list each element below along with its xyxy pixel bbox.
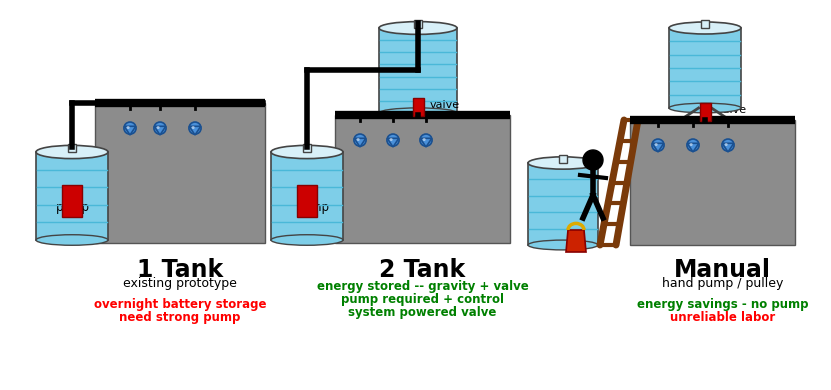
Ellipse shape — [379, 21, 457, 34]
Circle shape — [387, 134, 399, 146]
Polygon shape — [722, 143, 734, 152]
Bar — [412, 98, 424, 116]
Ellipse shape — [271, 145, 343, 159]
Text: Manual: Manual — [674, 258, 771, 282]
Circle shape — [583, 150, 603, 170]
Text: overnight battery storage: overnight battery storage — [94, 298, 266, 311]
Circle shape — [687, 139, 699, 151]
Circle shape — [157, 126, 160, 129]
Text: hand pump / pulley: hand pump / pulley — [661, 277, 783, 290]
Polygon shape — [420, 138, 432, 147]
Bar — [701, 20, 709, 28]
Polygon shape — [155, 126, 165, 135]
Ellipse shape — [528, 157, 598, 169]
Circle shape — [354, 134, 366, 146]
Text: 1 Tank: 1 Tank — [137, 258, 224, 282]
Text: valve: valve — [430, 100, 460, 110]
Circle shape — [725, 143, 728, 146]
Ellipse shape — [528, 240, 598, 250]
Polygon shape — [189, 126, 201, 135]
Text: existing prototype: existing prototype — [123, 277, 237, 290]
Bar — [414, 20, 422, 28]
Bar — [669, 28, 741, 108]
Polygon shape — [566, 230, 586, 252]
Bar — [68, 144, 76, 152]
Circle shape — [154, 122, 166, 134]
Bar — [297, 185, 317, 217]
Bar — [335, 115, 510, 243]
Polygon shape — [387, 138, 399, 147]
Circle shape — [420, 134, 432, 146]
Ellipse shape — [669, 22, 741, 34]
Circle shape — [126, 126, 130, 129]
Text: need strong pump: need strong pump — [120, 311, 241, 324]
Text: system powered valve: system powered valve — [348, 306, 497, 319]
Bar — [271, 152, 343, 240]
Ellipse shape — [271, 235, 343, 245]
Text: energy savings - no pump: energy savings - no pump — [637, 298, 809, 311]
Text: unreliable labor: unreliable labor — [670, 311, 775, 324]
Bar — [303, 144, 311, 152]
Ellipse shape — [669, 103, 741, 113]
Bar — [559, 155, 567, 163]
Text: energy stored -- gravity + valve: energy stored -- gravity + valve — [317, 280, 529, 293]
Bar — [700, 103, 711, 121]
Polygon shape — [687, 143, 699, 152]
Text: valve: valve — [717, 105, 747, 115]
Text: pump required + control: pump required + control — [341, 293, 504, 306]
Bar — [630, 120, 795, 245]
Text: 2 Tank: 2 Tank — [380, 258, 465, 282]
Bar — [95, 103, 265, 243]
Polygon shape — [652, 143, 664, 152]
Circle shape — [690, 143, 693, 146]
Bar — [36, 152, 108, 240]
Ellipse shape — [36, 145, 108, 159]
Polygon shape — [124, 126, 135, 135]
Polygon shape — [354, 138, 366, 147]
Text: pump: pump — [296, 200, 330, 213]
Circle shape — [192, 126, 194, 129]
Circle shape — [652, 139, 664, 151]
Circle shape — [356, 138, 360, 141]
Circle shape — [655, 143, 657, 146]
Circle shape — [390, 138, 393, 141]
Circle shape — [722, 139, 734, 151]
Text: pump: pump — [56, 200, 90, 213]
Circle shape — [124, 122, 136, 134]
Ellipse shape — [379, 108, 457, 118]
Bar — [379, 28, 457, 113]
Bar — [528, 163, 598, 245]
Ellipse shape — [36, 235, 108, 245]
Circle shape — [423, 138, 425, 141]
Bar — [62, 185, 82, 217]
Circle shape — [189, 122, 201, 134]
